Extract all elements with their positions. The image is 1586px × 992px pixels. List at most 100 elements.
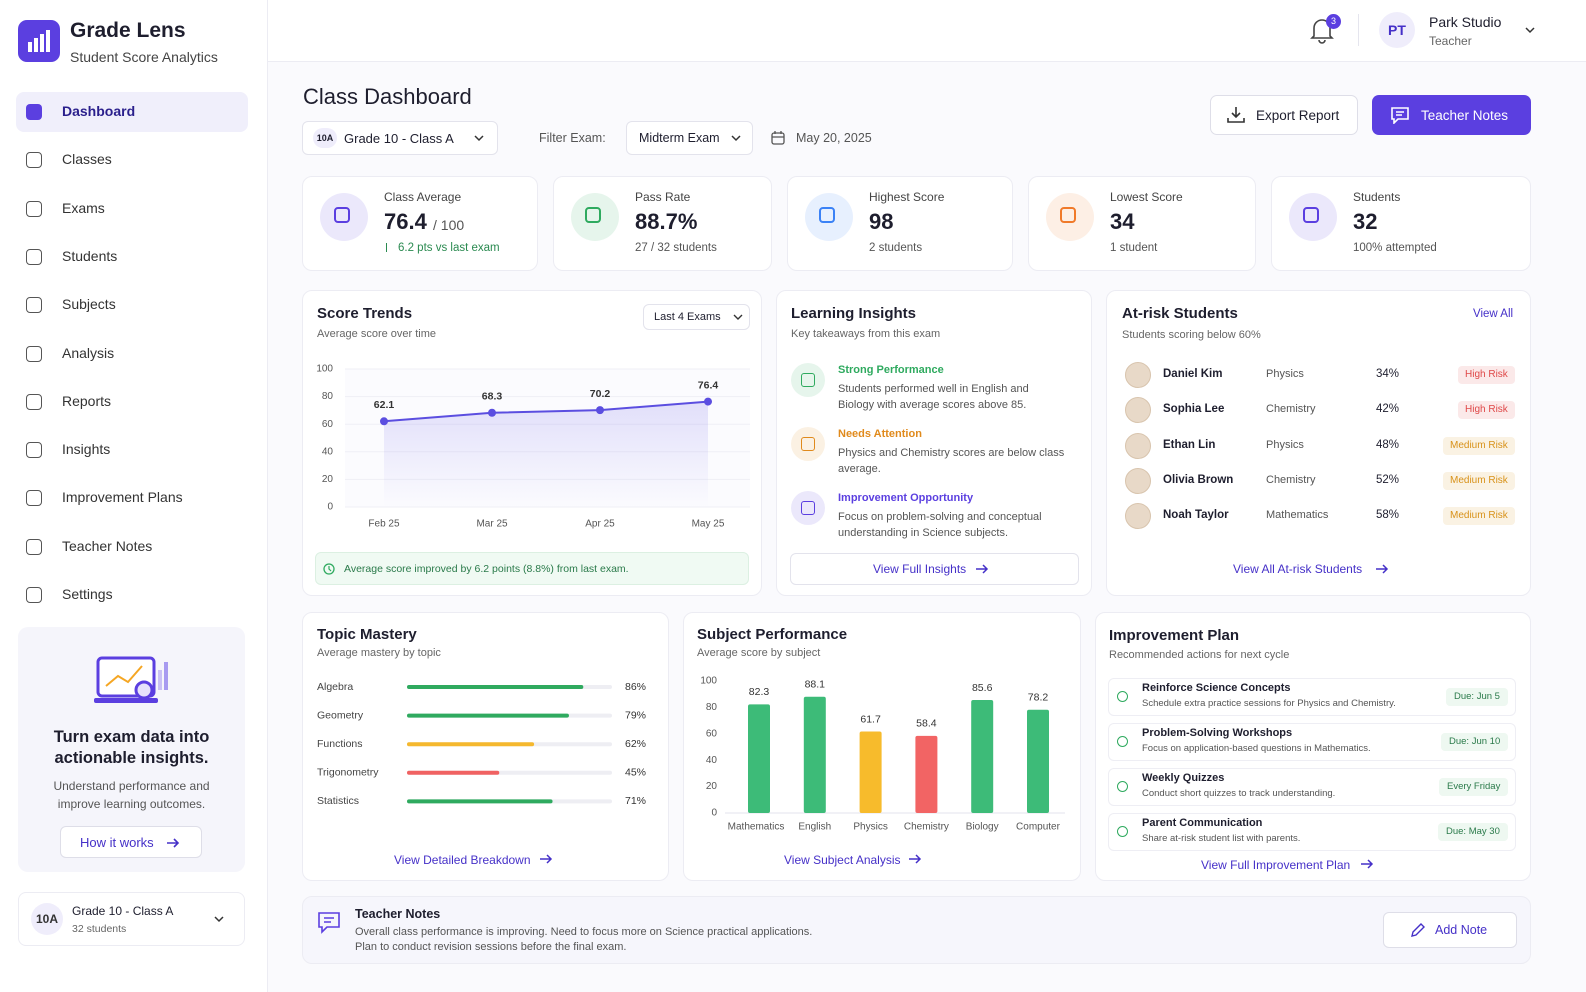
subject-link[interactable]: View Subject Analysis — [784, 853, 901, 867]
add-note-button[interactable] — [1383, 912, 1517, 948]
up-arrow — [386, 243, 394, 252]
user-name: Park Studio — [1429, 14, 1502, 30]
notification-badge — [1326, 14, 1341, 29]
exam-date: May 20, 2025 — [796, 131, 872, 145]
student-score: 52% — [1376, 473, 1400, 486]
student-score: 42% — [1376, 403, 1400, 416]
brand-subtitle: Student Score Analytics — [70, 49, 218, 65]
student-name: Sophia Lee — [1163, 403, 1225, 416]
class-badge — [31, 903, 63, 935]
nav-item[interactable]: Exams — [62, 199, 105, 216]
stat-note: 100% attempted — [1353, 242, 1437, 254]
nav-item[interactable]: Insights — [62, 441, 111, 458]
nav-icon — [26, 345, 42, 362]
export-button-label[interactable]: Export Report — [1256, 108, 1340, 123]
nav-item[interactable]: Analysis — [62, 344, 115, 361]
nav-item[interactable]: Subjects — [62, 296, 116, 313]
nav-item[interactable]: Settings — [62, 586, 113, 602]
notes-line: Plan to conduct revision sessions before… — [355, 941, 627, 953]
chart-title: Score Trends — [317, 305, 413, 322]
stat-label: Students — [1353, 190, 1401, 204]
student-subject: Chemistry — [1266, 473, 1316, 486]
promo-button[interactable] — [60, 826, 202, 858]
stat-icon-bg — [571, 193, 619, 241]
teacher-notes-card — [302, 896, 1531, 964]
nav-item[interactable]: Dashboard — [62, 103, 136, 119]
student-subject: Physics — [1266, 438, 1304, 451]
promo-button-label[interactable]: How it works — [80, 835, 154, 850]
student-avatar — [1125, 397, 1151, 424]
pencil-icon — [1411, 923, 1425, 937]
logo-icon — [28, 30, 50, 52]
notes-line: Overall class performance is improving. … — [355, 926, 813, 938]
nav-item[interactable]: Students — [62, 247, 118, 264]
plan-title: Problem-Solving Workshops — [1142, 727, 1293, 739]
stat-card — [553, 176, 772, 271]
nav-item[interactable]: Reports — [62, 392, 112, 409]
avatar[interactable] — [1379, 12, 1415, 48]
range-select[interactable] — [643, 304, 750, 330]
brand-logo — [18, 20, 60, 62]
plan-link[interactable]: View Full Improvement Plan — [1201, 858, 1351, 872]
promo-text: Understand performance and improve learn… — [53, 779, 210, 811]
notes-icon — [1391, 107, 1409, 124]
insights-button[interactable] — [790, 553, 1079, 585]
check-icon — [1117, 691, 1128, 702]
notes-icon — [318, 912, 340, 934]
insight-text: Physics and Chemistry scores are below c… — [838, 447, 1065, 475]
student-subject: Chemistry — [1266, 403, 1316, 416]
chevron-icon[interactable] — [1524, 24, 1536, 36]
nav-item[interactable]: Classes — [62, 151, 112, 168]
insight-icon-bg — [791, 363, 825, 397]
student-score: 58% — [1376, 509, 1400, 522]
class-select-badge-text: 10A — [316, 133, 334, 143]
check-icon — [1117, 826, 1128, 837]
insights-button-label[interactable]: View Full Insights — [873, 562, 967, 576]
class-badge-text: 10A — [35, 912, 58, 926]
stat-card — [1271, 176, 1531, 271]
chart-subtitle: Average mastery by topic — [317, 647, 441, 659]
nav-icon — [26, 297, 42, 314]
card-title: Learning Insights — [791, 305, 917, 322]
stat-label: Pass Rate — [635, 190, 691, 204]
due-badge: Every Friday — [1439, 778, 1509, 796]
stat-note: 1 student — [1110, 242, 1158, 254]
nav-icon — [26, 587, 42, 603]
stat-value: 98 — [869, 209, 894, 234]
check-icon — [1117, 781, 1128, 792]
topic-mastery-card — [302, 612, 669, 881]
nav-icon — [26, 490, 42, 507]
nav-item[interactable]: Teacher Notes — [62, 537, 153, 554]
nav-icon — [26, 248, 42, 265]
calendar-icon — [771, 131, 785, 145]
bell-icon[interactable] — [1309, 16, 1335, 44]
stat-note: 27 / 32 students — [635, 242, 717, 254]
nav-icon — [26, 200, 42, 217]
card-title: Improvement Plan — [1109, 627, 1240, 644]
insight-text: Students performed well in English and B… — [838, 383, 1029, 411]
stat-icon — [585, 207, 601, 223]
risk-badge-bg — [1443, 507, 1515, 526]
teacher-notes-button-label[interactable]: Teacher Notes — [1421, 108, 1509, 123]
due-badge: Due: Jun 5 — [1446, 688, 1508, 706]
view-all-link[interactable]: View All — [1473, 308, 1514, 320]
insights-card — [776, 290, 1092, 596]
brand-title: Grade Lens — [70, 19, 186, 42]
chart-title: Subject Performance — [697, 626, 848, 643]
nav-icon — [26, 538, 42, 555]
chart-title: Topic Mastery — [317, 626, 417, 643]
stat-note: 6.2 pts vs last exam — [398, 242, 500, 254]
topic-link[interactable]: View Detailed Breakdown — [394, 853, 531, 867]
at-risk-footer-link[interactable]: View All At-risk Students — [1233, 562, 1363, 576]
student-name: Daniel Kim — [1163, 368, 1223, 380]
risk-badge: High Risk — [1465, 404, 1508, 416]
insight-icon-bg — [791, 427, 825, 461]
download-icon — [1227, 107, 1245, 123]
exam-select[interactable] — [626, 121, 753, 155]
card-subtitle: Students scoring below 60% — [1122, 329, 1261, 341]
card-subtitle: Recommended actions for next cycle — [1109, 649, 1290, 661]
add-note-label[interactable]: Add Note — [1435, 923, 1488, 937]
nav-item[interactable]: Improvement Plans — [62, 489, 183, 506]
student-score: 34% — [1376, 368, 1400, 380]
class-name: Grade 10 - Class A — [72, 904, 174, 918]
